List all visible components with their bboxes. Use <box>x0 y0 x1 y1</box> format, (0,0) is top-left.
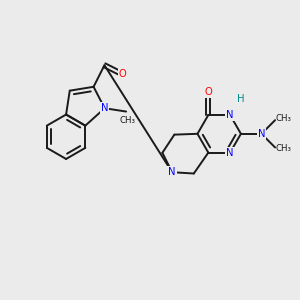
Text: O: O <box>205 87 212 97</box>
Text: CH₃: CH₃ <box>120 116 136 125</box>
Text: O: O <box>119 70 127 80</box>
Text: CH₃: CH₃ <box>275 114 291 123</box>
Text: H: H <box>237 94 244 104</box>
Text: N: N <box>168 167 176 177</box>
Text: N: N <box>258 129 265 139</box>
Text: CH₃: CH₃ <box>275 144 291 153</box>
Text: N: N <box>226 110 234 120</box>
Text: N: N <box>101 103 108 113</box>
Text: N: N <box>226 148 234 158</box>
